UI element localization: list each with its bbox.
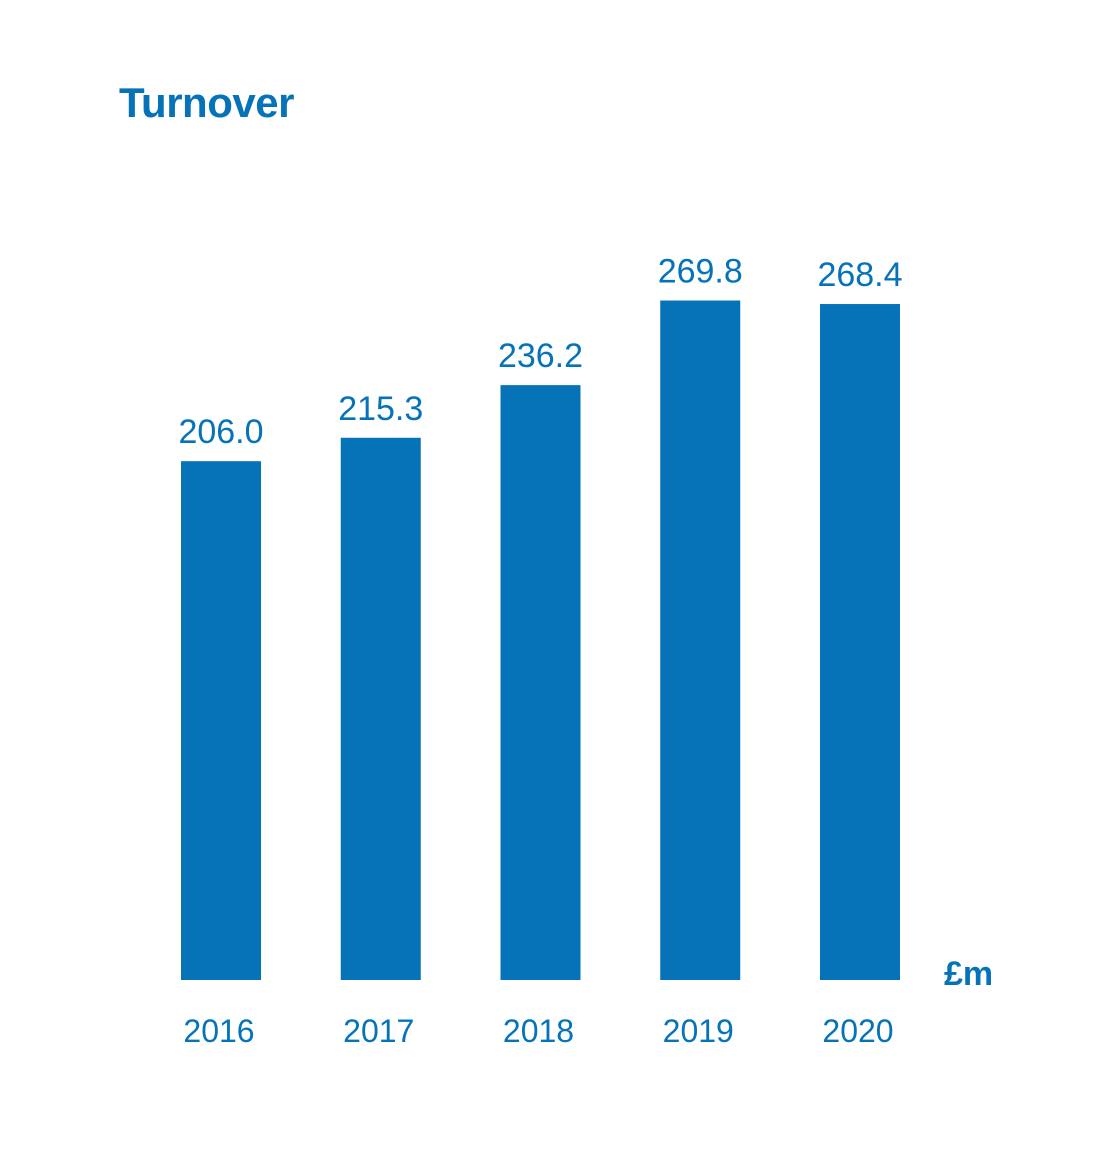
unit-label: £m <box>944 955 993 993</box>
value-labels-layer: 206.0 215.3 236.2 269.8 268.4 <box>178 253 902 452</box>
bar-2018 <box>500 385 581 980</box>
x-tick-label-2020: 2020 <box>822 1013 893 1049</box>
x-tick-label-2016: 2016 <box>183 1013 254 1049</box>
value-label-2016: 206.0 <box>178 413 263 451</box>
value-label-2018: 236.2 <box>498 337 583 375</box>
chart-title: Turnover <box>119 79 294 126</box>
value-label-2020: 268.4 <box>817 256 902 294</box>
value-label-2017: 215.3 <box>338 390 423 428</box>
x-tick-label-2017: 2017 <box>343 1013 414 1049</box>
bars-layer <box>181 300 900 981</box>
bar-2017 <box>340 437 421 981</box>
value-label-2019: 269.8 <box>658 253 743 291</box>
x-axis-tick-labels: 2016 2017 2018 2019 2020 <box>183 1013 893 1049</box>
x-tick-label-2019: 2019 <box>663 1013 734 1049</box>
x-tick-label-2018: 2018 <box>503 1013 574 1049</box>
bar-2020 <box>820 304 900 980</box>
bar-2019 <box>660 300 741 981</box>
bar-2016 <box>181 461 261 980</box>
